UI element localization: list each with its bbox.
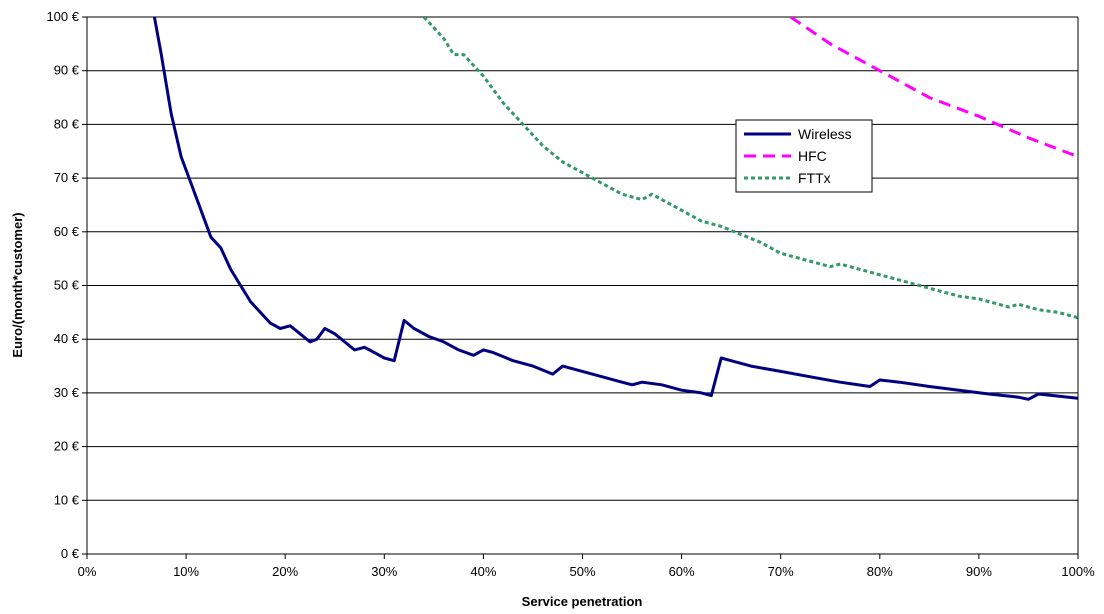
x-axis-ticks: 0% 10% 20% 30% 40% 50% 60% 70% 80% 90% 100%: [78, 554, 1095, 579]
y-tick-label: 20 €: [54, 439, 80, 454]
x-tick-label: 70%: [768, 564, 794, 579]
x-tick-label: 0%: [78, 564, 97, 579]
series-lines: [152, 17, 1078, 401]
y-tick-label: 10 €: [54, 492, 80, 507]
y-tick-label: 100 €: [46, 9, 79, 24]
series-line-hfc: [789, 17, 1078, 159]
x-axis-title: Service penetration: [522, 594, 643, 609]
x-tick-label: 60%: [669, 564, 695, 579]
y-tick-label: 70 €: [54, 170, 80, 185]
x-tick-label: 50%: [569, 564, 595, 579]
y-tick-label: 0 €: [61, 546, 80, 561]
y-axis-ticks: 0 € 10 € 20 € 30 € 40 € 50 € 60 € 70 € 80 € 90 € 1…: [46, 9, 87, 561]
x-tick-label: 10%: [173, 564, 199, 579]
x-tick-label: 80%: [867, 564, 893, 579]
gridlines: [87, 16, 1078, 501]
x-tick-label: 90%: [966, 564, 992, 579]
series-line-fttx: [422, 17, 1078, 320]
x-tick-label: 20%: [272, 564, 298, 579]
y-tick-label: 60 €: [54, 224, 80, 239]
y-tick-label: 80 €: [54, 116, 80, 131]
legend-box: [735, 119, 873, 193]
legend-label-wireless: Wireless: [798, 126, 852, 142]
y-tick-label: 90 €: [54, 63, 80, 78]
y-tick-label: 40 €: [54, 331, 80, 346]
x-tick-label: 40%: [470, 564, 496, 579]
legend: Wireless HFC FTTx: [735, 119, 873, 193]
series-line-wireless: [152, 17, 1078, 401]
y-tick-label: 50 €: [54, 278, 80, 293]
x-tick-label: 100%: [1061, 564, 1095, 579]
x-tick-label: 30%: [371, 564, 397, 579]
y-tick-label: 30 €: [54, 385, 80, 400]
legend-label-fttx: FTTx: [798, 170, 831, 186]
legend-label-hfc: HFC: [798, 148, 827, 164]
y-axis-title: Euro/(month*customer): [10, 212, 25, 357]
